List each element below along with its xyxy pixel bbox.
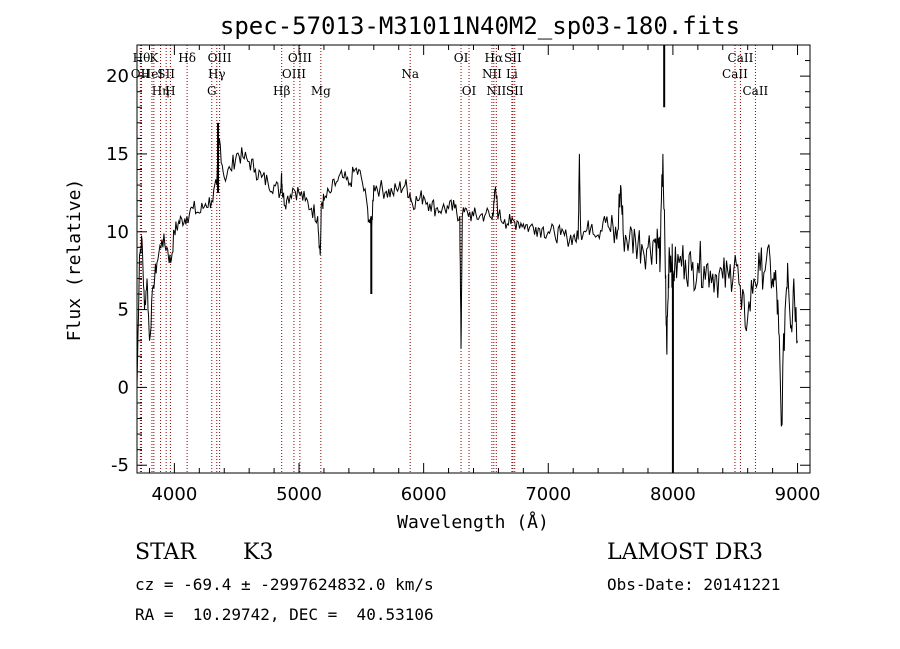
line-marker-label-17: OI xyxy=(462,84,477,98)
x-tick-label-7000: 7000 xyxy=(525,484,571,505)
spectrum-series xyxy=(136,45,798,473)
line-marker-label-21: Li xyxy=(506,67,518,81)
line-marker-label-23: SII xyxy=(506,84,524,98)
line-marker-label-4: Hη xyxy=(152,84,170,98)
redshift-cz: cz = -69.4 ± -2997624832.0 km/s xyxy=(135,575,434,594)
line-marker-label-10: OIII xyxy=(208,51,232,65)
line-markers xyxy=(139,45,756,473)
spectrum-line xyxy=(136,138,798,427)
chart-title: spec-57013-M31011N40M2_sp03-180.fits xyxy=(220,12,740,40)
y-axis-label: Flux (relative) xyxy=(64,179,85,342)
x-tick-label-9000: 9000 xyxy=(775,484,821,505)
y-tick-label-0: 0 xyxy=(118,377,129,398)
line-marker-label-2: K xyxy=(149,51,159,65)
y-tick-label-5: 5 xyxy=(118,300,129,321)
line-marker-label-9: Hγ xyxy=(208,67,226,81)
line-marker-label-18: NII xyxy=(482,67,502,81)
line-marker-label-22: SII xyxy=(504,51,522,65)
line-marker-label-5: SII xyxy=(157,67,175,81)
line-marker-label-16: OI xyxy=(454,51,469,65)
line-marker-label-13: OIII xyxy=(288,51,312,65)
survey-name: LAMOST DR3 xyxy=(607,540,763,565)
plot-frame xyxy=(136,44,811,474)
line-marker-label-8: G xyxy=(207,84,217,98)
line-marker-label-26: CaII xyxy=(742,84,768,98)
line-marker-label-24: CaII xyxy=(722,67,748,81)
y-tick-label-10: 10 xyxy=(106,222,129,243)
x-tick-label-6000: 6000 xyxy=(401,484,447,505)
y-tick-label-20: 20 xyxy=(106,66,129,87)
line-marker-labels: Hθ OII K HeI Hη SII H Hδ G Hγ OIII Hβ OIII OIII Mg Na OI… xyxy=(131,51,769,98)
coordinates: RA = 10.29742, DEC = 40.53106 xyxy=(135,605,434,624)
line-marker-label-14: Mg xyxy=(311,84,331,98)
line-marker-label-6: H xyxy=(165,84,175,98)
line-marker-label-15: Na xyxy=(401,67,419,81)
line-marker-label-19: Hα xyxy=(485,51,504,65)
object-class: STAR xyxy=(135,540,196,565)
y-tick-label-15: 15 xyxy=(106,144,129,165)
line-marker-label-12: OIII xyxy=(282,67,306,81)
object-subclass: K3 xyxy=(243,540,274,565)
x-axis-label: Wavelength (Å) xyxy=(397,511,549,533)
line-marker-label-1: OII xyxy=(131,67,151,81)
x-tick-label-4000: 4000 xyxy=(151,484,197,505)
x-tick-label-8000: 8000 xyxy=(650,484,696,505)
line-marker-label-11: Hβ xyxy=(273,84,290,98)
y-tick-label--5: -5 xyxy=(111,455,129,476)
x-tick-label-5000: 5000 xyxy=(276,484,322,505)
observation-date: Obs-Date: 20141221 xyxy=(607,575,781,594)
line-marker-label-3: HeI xyxy=(141,67,164,81)
line-marker-label-0: Hθ xyxy=(133,51,151,65)
axis-ticks: 4000 5000 6000 7000 8000 9000 -5 0 5 10 15 20 xyxy=(106,45,820,505)
line-marker-label-25: CaII xyxy=(728,51,754,65)
line-marker-label-20: NII xyxy=(486,84,506,98)
line-marker-label-7: Hδ xyxy=(178,51,196,65)
